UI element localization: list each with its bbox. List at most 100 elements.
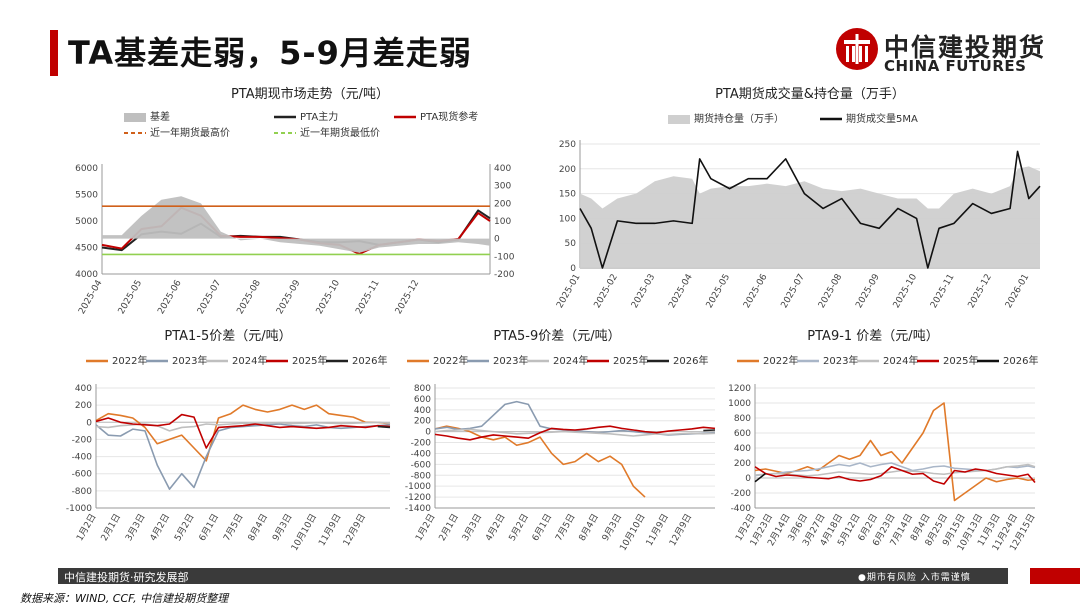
legend-item: 2023年 xyxy=(146,354,207,367)
y-tick-label: 200 xyxy=(734,459,751,469)
y-tick-label: 800 xyxy=(734,414,751,424)
y-tick-label: 200 xyxy=(414,417,431,427)
x-tick-label: 2025-04 xyxy=(77,278,105,316)
data-source: 数据来源：WIND, CCF, 中信建投期货整理 xyxy=(20,592,229,605)
y-tick-label: 50 xyxy=(565,239,577,249)
c2-svg: PTA期货成交量&持仓量（万手） 期货持仓量（万手） 期货成交量5MA 0 50 100 1… xyxy=(555,86,1041,311)
legend-item: 2022年 xyxy=(86,354,147,367)
legend-label: 2025年 xyxy=(613,354,648,367)
y-right-tick-label: 200 xyxy=(494,199,511,209)
x-tick-label: 5月2日 xyxy=(172,512,196,543)
x-tick-label: 6月1日 xyxy=(530,512,554,543)
x-tick-label: 2025-03 xyxy=(630,273,657,311)
chart-title: PTA期现市场走势（元/吨） xyxy=(231,86,389,102)
legend-item: 2026年 xyxy=(977,354,1038,367)
legend-item: 2025年 xyxy=(917,354,978,367)
legend-item: PTA主力 xyxy=(274,110,338,123)
legend-label: 基差 xyxy=(150,110,170,123)
y-tick-label: -200 xyxy=(72,435,93,445)
y-tick-label: 1200 xyxy=(728,384,751,394)
y-tick-label: -1200 xyxy=(405,493,431,503)
y-right-tick-label: -200 xyxy=(494,270,515,280)
y-right-tick-label: 400 xyxy=(494,164,511,174)
x-tick-label: 1月2日 xyxy=(413,512,437,543)
series-line xyxy=(434,425,716,441)
legend-item: 基差 xyxy=(124,110,170,123)
x-tick-label: 2025-09 xyxy=(854,272,882,310)
legend-label: 2026年 xyxy=(1003,354,1038,367)
x-tick-label: 1月2日 xyxy=(74,512,98,543)
x-tick-label: 2025-10 xyxy=(315,278,343,316)
y-tick-label: 400 xyxy=(75,384,92,394)
series-line xyxy=(754,463,1036,477)
legend-item: 2023年 xyxy=(797,354,858,367)
legend-label: 2024年 xyxy=(883,354,918,367)
y-tick-label: 4000 xyxy=(75,270,98,280)
series-line xyxy=(377,425,391,429)
x-tick-label: 2025-12 xyxy=(967,273,994,311)
company-logo: 中信建投期货 CHINA FUTURES xyxy=(834,26,1044,78)
legend-item: 期货持仓量（万手） xyxy=(668,112,784,125)
logo-text-en: CHINA FUTURES xyxy=(884,57,1027,75)
y-tick-label: 400 xyxy=(734,444,751,454)
legend-label: 2023年 xyxy=(172,354,207,367)
legend-label: 2025年 xyxy=(292,354,327,367)
chart-title: PTA1-5价差（元/吨） xyxy=(164,329,291,344)
legend-label: 2022年 xyxy=(433,354,468,367)
y-tick-label: 6000 xyxy=(75,164,98,174)
x-tick-label: 2025-06 xyxy=(156,278,184,316)
x-tick-label: 2025-04 xyxy=(667,272,695,310)
legend-item: PTA现货参考 xyxy=(394,110,478,123)
x-tick-label: 2025-12 xyxy=(394,279,421,317)
series-area xyxy=(102,196,490,253)
x-tick-label: 9月3日 xyxy=(270,512,294,543)
x-tick-label: 2025-10 xyxy=(892,272,920,310)
legend-item: 2025年 xyxy=(266,354,327,367)
y-tick-label: 150 xyxy=(559,190,576,200)
legend-swatch xyxy=(668,115,690,124)
x-tick-label: 7月5日 xyxy=(553,512,577,543)
x-tick-label: 11月9日 xyxy=(644,512,671,548)
x-tick-label: 2025-11 xyxy=(354,279,381,317)
series-area xyxy=(580,166,1040,268)
y-tick-label: 800 xyxy=(414,384,431,394)
c4-svg: PTA5-9价差（元/吨） 2022年 2023年 2024年 2025年 2026年 -1… xyxy=(405,329,716,553)
legend-item: 2026年 xyxy=(647,354,708,367)
x-tick-label: 2025-07 xyxy=(196,279,223,317)
legend-item: 2023年 xyxy=(467,354,528,367)
x-tick-label: 8月4日 xyxy=(246,512,270,543)
y-tick-label: 250 xyxy=(559,140,576,150)
x-tick-label: 8月4日 xyxy=(577,512,601,543)
x-tick-label: 4月2日 xyxy=(483,512,507,543)
y-tick-label: 5000 xyxy=(75,217,98,227)
x-tick-label: 7月5日 xyxy=(221,512,245,543)
c3-svg: PTA1-5价差（元/吨） 2022年 2023年 2024年 2025年 2026年 -1… xyxy=(66,329,391,553)
y-right-tick-label: 300 xyxy=(494,182,511,192)
y-tick-label: 100 xyxy=(559,214,576,224)
y-tick-label: -800 xyxy=(72,487,93,497)
legend-label: 近一年期货最高价 xyxy=(150,126,230,139)
y-tick-label: 600 xyxy=(734,429,751,439)
x-tick-label: 2025-11 xyxy=(929,273,956,311)
c5-svg: PTA9-1 价差（元/吨） 2022年 2023年 2024年 2025年 2026年 -… xyxy=(728,329,1038,553)
series-line xyxy=(754,472,766,483)
y-tick-label: -600 xyxy=(72,470,93,480)
y-tick-label: 1000 xyxy=(728,399,751,409)
x-tick-label: 2025-06 xyxy=(742,272,770,310)
legend-label: 2026年 xyxy=(352,354,387,367)
chart-pta-volume-oi: PTA期货成交量&持仓量（万手） 期货持仓量（万手） 期货成交量5MA 0 50 100 1… xyxy=(540,84,1060,314)
series-line xyxy=(754,465,1036,485)
x-tick-label: 5月2日 xyxy=(507,512,531,543)
y-tick-label: 400 xyxy=(414,406,431,416)
series-line xyxy=(95,404,391,462)
x-tick-label: 11月9日 xyxy=(316,512,343,548)
x-tick-label: 2月1日 xyxy=(99,512,123,543)
chart-title: PTA期货成交量&持仓量（万手） xyxy=(715,86,905,102)
logo-emblem-icon xyxy=(836,28,878,70)
legend-item: 期货成交量5MA xyxy=(820,112,918,125)
legend-item: 2025年 xyxy=(587,354,648,367)
legend-item: 2024年 xyxy=(857,354,918,367)
x-tick-label: 2月1日 xyxy=(437,512,461,543)
x-tick-label: 2025-01 xyxy=(555,273,582,311)
x-tick-label: 3月3日 xyxy=(123,512,147,543)
